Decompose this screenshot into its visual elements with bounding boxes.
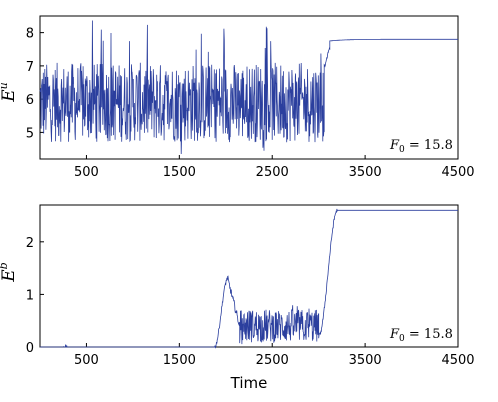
- y-tick-label: 1: [26, 288, 34, 303]
- y-tick-label: 0: [26, 341, 34, 356]
- x-tick-label: 2500: [256, 165, 289, 180]
- y-tick-label: 5: [26, 126, 34, 141]
- x-axis-label: Time: [230, 374, 268, 392]
- annotation-top: F0 = 15.8: [389, 138, 453, 155]
- y-axis-label-bottom: Eb: [0, 262, 19, 282]
- x-tick-label: 2500: [256, 353, 289, 368]
- panel-energy-b: 500 1500 2500 3500 4500 0 1 2 Eb F0 = 15.8 Time: [0, 204, 475, 392]
- x-tick-label: 500: [74, 353, 99, 368]
- x-tick-label: 1500: [163, 165, 196, 180]
- annotation-bottom: F0 = 15.8: [389, 327, 453, 344]
- x-tick-label: 4500: [441, 353, 474, 368]
- series-line-eu: [39, 20, 458, 155]
- x-tick-label: 3500: [349, 165, 382, 180]
- y-tick-label: 2: [26, 236, 34, 251]
- y-tick-label: 6: [26, 93, 34, 108]
- series-line-eb: [40, 208, 458, 349]
- panel-energy-u: 500 1500 2500 3500 4500 5 6 7 8 Eu F0 = 15.8: [0, 15, 475, 180]
- x-tick-label: 1500: [163, 353, 196, 368]
- x-tick-label: 4500: [441, 165, 474, 180]
- x-tick-label: 3500: [349, 353, 382, 368]
- y-tick-label: 8: [26, 27, 34, 42]
- y-tick-label: 7: [26, 60, 34, 75]
- y-axis-label-top: Eu: [0, 82, 19, 103]
- x-tick-label: 500: [74, 165, 99, 180]
- ticks-bottom: 500 1500 2500 3500 4500 0 1 2: [26, 236, 475, 368]
- ticks-top: 500 1500 2500 3500 4500 5 6 7 8: [26, 27, 475, 180]
